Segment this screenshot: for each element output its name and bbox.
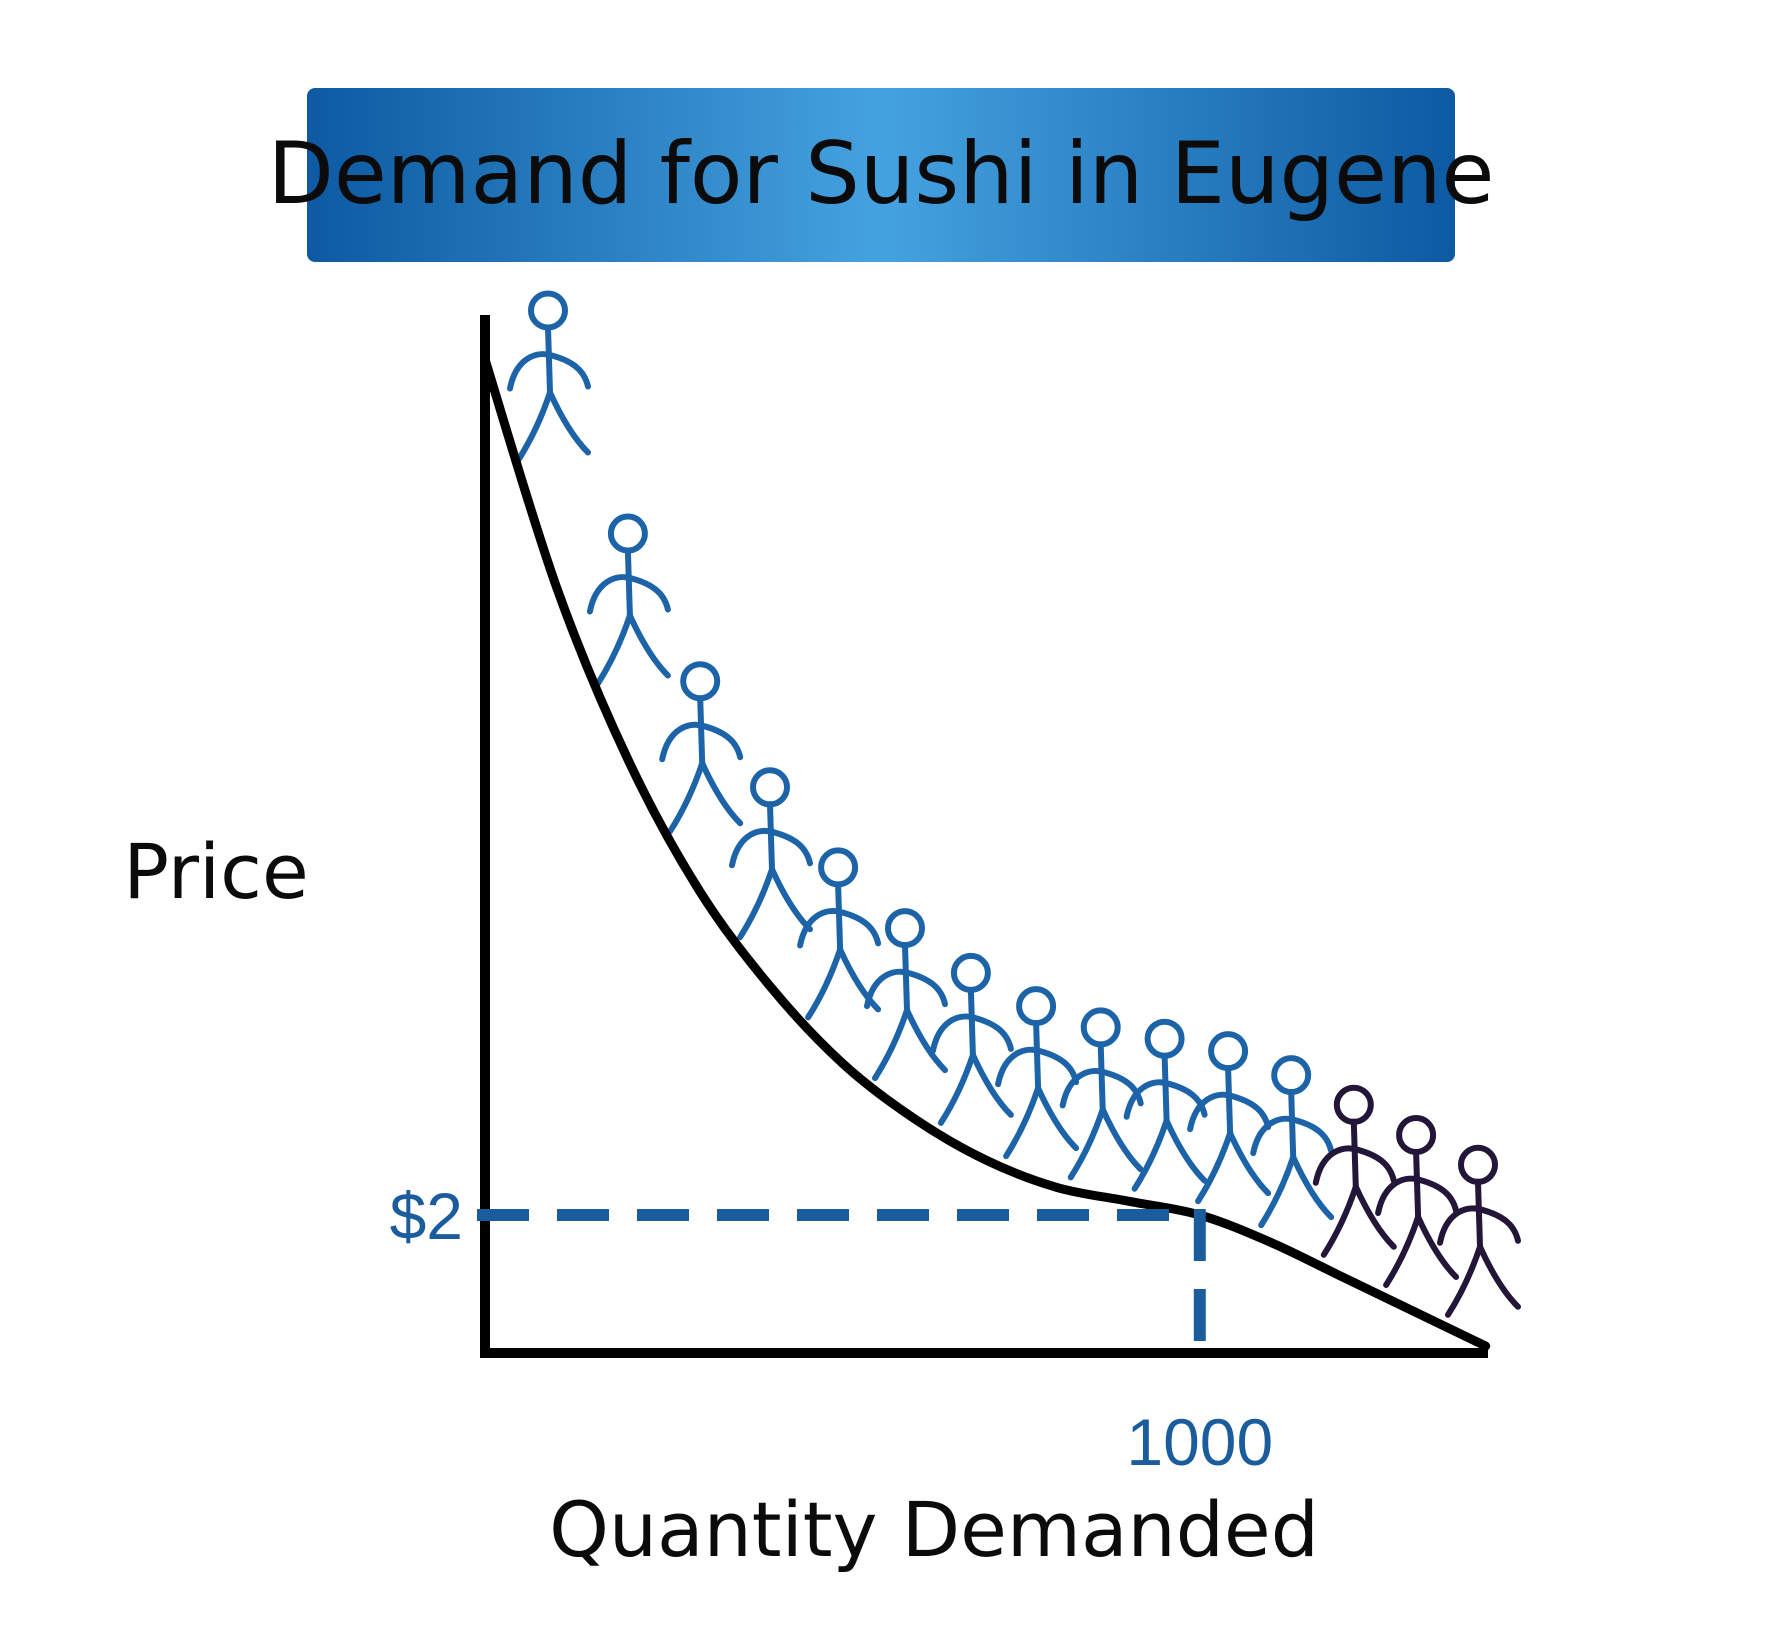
title-banner-background — [307, 88, 1455, 262]
stick-figure — [797, 847, 882, 1021]
stick-figure — [1250, 1055, 1335, 1229]
chart-title: Demand for Sushi in Eugene — [268, 124, 1495, 224]
stick-figure — [1437, 1144, 1521, 1318]
demand-curve — [480, 354, 1491, 1351]
stick-figure — [729, 767, 813, 941]
y-axis-title: Price — [123, 827, 308, 916]
y-tick-label: $2 — [390, 1179, 463, 1253]
stick-figure — [1123, 1018, 1208, 1192]
stick-figure — [864, 908, 948, 1082]
stick-figure — [1312, 1084, 1397, 1258]
title-banner: Demand for Sushi in Eugene — [268, 88, 1495, 262]
stick-figures — [507, 290, 1521, 1318]
stick-figure — [507, 290, 591, 464]
stick-figure — [659, 661, 744, 835]
stick-figure — [929, 952, 1014, 1126]
stick-figure — [995, 986, 1080, 1160]
stick-figure — [586, 513, 671, 687]
stick-figure — [1375, 1115, 1460, 1288]
stick-figure — [1187, 1031, 1272, 1205]
x-axis-title: Quantity Demanded — [549, 1485, 1319, 1574]
x-tick-label: 1000 — [1126, 1405, 1273, 1479]
stick-figure — [1059, 1007, 1144, 1181]
